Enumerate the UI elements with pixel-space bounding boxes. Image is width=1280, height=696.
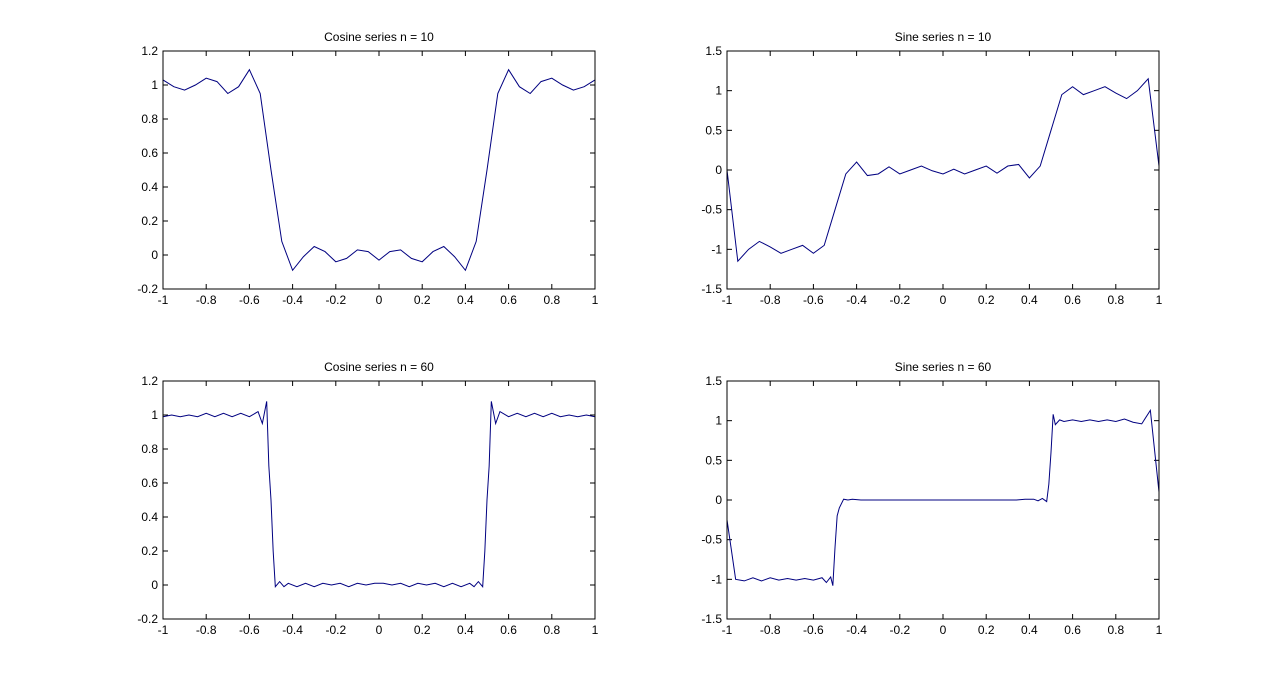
x-tick-label: -0.4	[282, 623, 303, 637]
x-tick-label: -0.8	[196, 623, 217, 637]
y-tick-label: 0.8	[141, 442, 158, 456]
y-tick-label: 0.8	[141, 112, 158, 126]
x-tick-label: 0	[940, 623, 947, 637]
x-tick-label: -0.2	[325, 293, 346, 307]
y-tick-label: 0.6	[141, 146, 158, 160]
x-tick-label: 0.4	[1021, 293, 1038, 307]
y-tick-label: 1.5	[705, 374, 722, 388]
x-tick-label: 0.8	[1107, 293, 1124, 307]
y-tick-label: 1	[151, 78, 158, 92]
y-tick-label: 0.2	[141, 214, 158, 228]
x-tick-label: -0.4	[282, 293, 303, 307]
axes-frame	[726, 380, 1160, 620]
x-tick-label: -0.6	[239, 293, 260, 307]
x-tick-label: 1	[1156, 293, 1163, 307]
y-tick-label: 1.5	[705, 44, 722, 58]
x-tick-label: -1	[158, 623, 169, 637]
plot-area	[727, 51, 1159, 289]
x-tick-label: 0.4	[1021, 623, 1038, 637]
chart-title: Cosine series n = 10	[324, 30, 434, 44]
y-tick-label: 1	[151, 408, 158, 422]
x-tick-label: 0.2	[414, 293, 431, 307]
y-tick-label: -0.5	[701, 203, 722, 217]
series-line	[726, 408, 1160, 586]
x-tick-label: -1	[158, 293, 169, 307]
x-tick-label: 0.8	[543, 623, 560, 637]
y-tick-label: 0.2	[141, 544, 158, 558]
x-tick-label: 0.4	[457, 623, 474, 637]
x-tick-label: 0.4	[457, 293, 474, 307]
axes-frame	[726, 50, 1160, 290]
x-tick-label: -0.2	[889, 623, 910, 637]
y-tick-label: 0.4	[141, 180, 158, 194]
axes-frame	[162, 380, 596, 620]
x-tick-label: 0.2	[978, 293, 995, 307]
x-tick-label: -0.8	[196, 293, 217, 307]
y-tick-label: 1.2	[141, 374, 158, 388]
chart-title: Sine series n = 60	[895, 360, 992, 374]
chart-title: Sine series n = 10	[895, 30, 992, 44]
x-tick-label: -0.8	[760, 623, 781, 637]
x-tick-label: 1	[592, 623, 599, 637]
y-tick-label: -0.2	[137, 612, 158, 626]
chart-title: Cosine series n = 60	[324, 360, 434, 374]
x-tick-label: -0.8	[760, 293, 781, 307]
y-tick-label: 0	[151, 248, 158, 262]
y-tick-label: 1.2	[141, 44, 158, 58]
series-line	[726, 77, 1160, 263]
x-tick-label: 0.8	[1107, 623, 1124, 637]
x-tick-label: 0.6	[500, 293, 517, 307]
y-tick-label: 0	[715, 493, 722, 507]
x-tick-label: 0.8	[543, 293, 560, 307]
y-tick-label: -0.2	[137, 282, 158, 296]
x-tick-label: 0.2	[414, 623, 431, 637]
x-tick-label: 0	[376, 293, 383, 307]
x-tick-label: -0.6	[239, 623, 260, 637]
x-tick-label: -0.6	[803, 623, 824, 637]
y-tick-label: 0	[151, 578, 158, 592]
x-tick-label: -1	[722, 293, 733, 307]
plot-area	[163, 51, 595, 289]
x-tick-label: -0.2	[889, 293, 910, 307]
x-tick-label: -0.4	[846, 293, 867, 307]
x-tick-label: -0.4	[846, 623, 867, 637]
x-tick-label: 0	[940, 293, 947, 307]
y-tick-label: -1.5	[701, 612, 722, 626]
plot-area	[163, 381, 595, 619]
y-tick-label: -0.5	[701, 533, 722, 547]
y-tick-label: -1.5	[701, 282, 722, 296]
x-tick-label: 0.6	[500, 623, 517, 637]
y-tick-label: -1	[711, 572, 722, 586]
x-tick-label: 0.6	[1064, 293, 1081, 307]
y-tick-label: 0.5	[705, 453, 722, 467]
x-tick-label: 1	[1156, 623, 1163, 637]
axes-frame	[162, 50, 596, 290]
x-tick-label: 0.6	[1064, 623, 1081, 637]
series-line	[162, 68, 596, 272]
y-tick-label: 1	[715, 84, 722, 98]
x-tick-label: 1	[592, 293, 599, 307]
x-tick-label: -0.6	[803, 293, 824, 307]
x-tick-label: 0	[376, 623, 383, 637]
series-line	[162, 401, 596, 588]
x-tick-label: 0.2	[978, 623, 995, 637]
y-tick-label: 1	[715, 414, 722, 428]
y-tick-label: 0	[715, 163, 722, 177]
x-tick-label: -1	[722, 623, 733, 637]
y-tick-label: 0.5	[705, 123, 722, 137]
x-tick-label: -0.2	[325, 623, 346, 637]
y-tick-label: 0.4	[141, 510, 158, 524]
y-tick-label: 0.6	[141, 476, 158, 490]
y-tick-label: -1	[711, 242, 722, 256]
